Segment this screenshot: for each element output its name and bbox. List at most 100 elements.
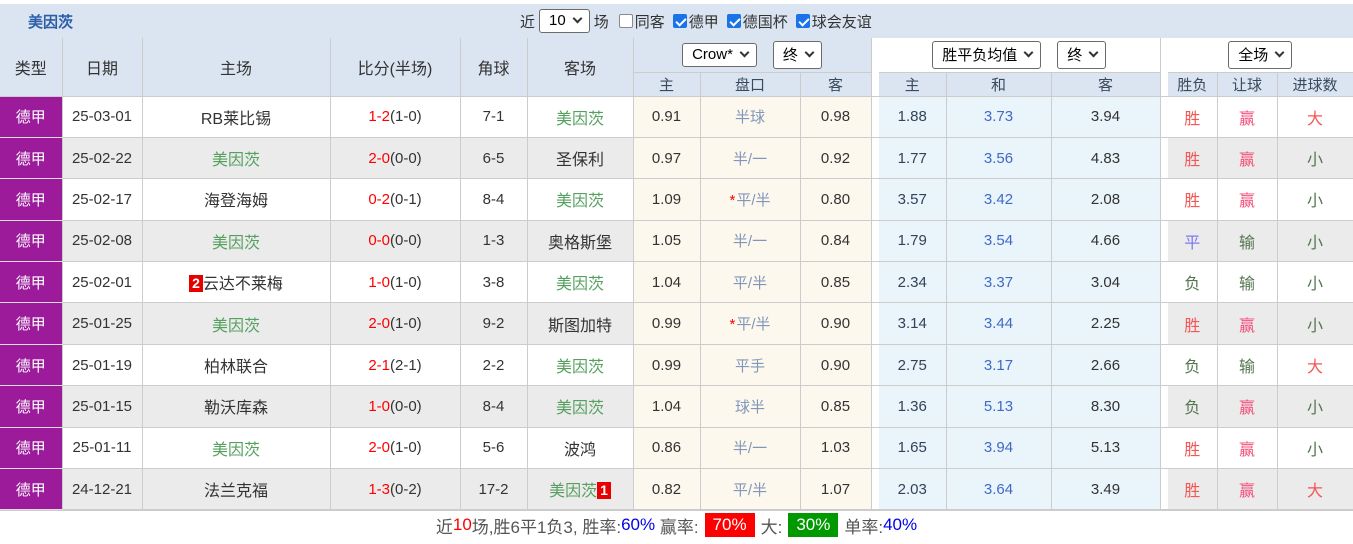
column-spacer xyxy=(871,427,879,470)
odds-time-select-2[interactable]: 终 xyxy=(1057,40,1107,69)
summary-bar: 近 10 场,胜6平1负3, 胜率: 60% 赢率: 70% 大: 30% 单率: 40% xyxy=(0,510,1353,540)
odds-home-cell: 0.86 xyxy=(633,427,701,470)
away-team-cell: 美因茨 xyxy=(527,96,634,138)
team-name: RB莱比锡 xyxy=(200,110,272,128)
chevron-down-icon xyxy=(804,47,815,58)
score-cell: 2-0(1-0) xyxy=(330,302,461,345)
avg-home-cell: 1.77 xyxy=(879,137,947,180)
summary-segment: 30% xyxy=(788,513,839,538)
red-number-badge: 1 xyxy=(597,482,611,500)
summary-segment: 10 xyxy=(452,515,472,535)
odds-home-cell: 1.04 xyxy=(633,385,701,428)
result-handicap-cell: 输 xyxy=(1217,344,1278,387)
corners-cell: 17-2 xyxy=(460,468,528,511)
result-goals-cell: 小 xyxy=(1277,385,1353,428)
handicap-cell: 半球 xyxy=(700,96,801,138)
subcol-avg-draw: 和 xyxy=(946,72,1052,97)
club-friendly-label: 球会友谊 xyxy=(811,13,872,31)
date-cell: 25-02-17 xyxy=(62,178,143,221)
column-spacer xyxy=(1160,385,1169,428)
column-spacer xyxy=(871,261,879,304)
home-team-cell: 2 云达不莱梅 xyxy=(142,261,331,304)
result-wdl-cell: 胜 xyxy=(1168,302,1218,345)
avg-home-cell: 2.75 xyxy=(879,344,947,387)
league-cell: 德甲 xyxy=(0,302,63,345)
result-handicap-cell: 赢 xyxy=(1217,468,1278,511)
handicap-cell: 半/一 xyxy=(700,137,801,180)
team-name: 海登海姆 xyxy=(203,193,268,211)
column-spacer xyxy=(1160,427,1169,470)
col-header-away: 客场 xyxy=(527,38,634,97)
odds-home-cell: 1.05 xyxy=(633,220,701,263)
date-cell: 25-01-11 xyxy=(62,427,143,470)
team-name: 法兰克福 xyxy=(203,483,268,501)
result-handicap-cell: 赢 xyxy=(1217,385,1278,428)
date-cell: 25-01-25 xyxy=(62,302,143,345)
topbar: 美因茨 近 10 场 同客 德甲 德国杯 球会友谊 xyxy=(0,4,1353,38)
bookmaker-select[interactable]: Crow* xyxy=(682,42,757,67)
result-wdl-cell: 负 xyxy=(1168,385,1218,428)
team-name: 美因茨 xyxy=(211,441,260,459)
same-away-checkbox[interactable] xyxy=(618,14,633,28)
bundesliga-checkbox[interactable] xyxy=(672,14,687,28)
team-title: 美因茨 xyxy=(28,13,74,31)
scope-group-header: 全场 xyxy=(1168,38,1353,73)
scope-select[interactable]: 全场 xyxy=(1228,40,1293,69)
subcol-result-wdl: 胜负 xyxy=(1168,72,1218,97)
dfb-pokal-checkbox[interactable] xyxy=(726,14,741,28)
odds-away-cell: 0.92 xyxy=(800,137,872,180)
column-spacer xyxy=(1160,261,1169,304)
avg-home-cell: 1.36 xyxy=(879,385,947,428)
asterisk-marker: * xyxy=(729,316,736,334)
avg-away-cell: 4.83 xyxy=(1051,137,1161,180)
team-name: 奥格斯堡 xyxy=(547,234,612,252)
handicap-cell: 球半 xyxy=(700,385,801,428)
avg-draw-cell: 3.64 xyxy=(946,468,1052,511)
result-handicap-cell: 赢 xyxy=(1217,178,1278,221)
home-team-cell: 海登海姆 xyxy=(142,178,331,221)
odds-home-cell: 1.04 xyxy=(633,261,701,304)
league-cell: 德甲 xyxy=(0,468,63,511)
column-spacer xyxy=(1160,96,1169,138)
avg-draw-cell: 3.73 xyxy=(946,96,1052,138)
avg-type-select[interactable]: 胜平负均值 xyxy=(932,40,1042,69)
avg-away-cell: 3.49 xyxy=(1051,468,1161,511)
away-team-cell: 美因茨 xyxy=(527,385,634,428)
column-spacer xyxy=(871,344,879,387)
result-goals-cell: 小 xyxy=(1277,261,1353,304)
score-cell: 1-2(1-0) xyxy=(330,96,461,138)
summary-segment: 大: xyxy=(760,517,783,537)
away-team-cell: 斯图加特 xyxy=(527,302,634,345)
avg-draw-cell: 3.56 xyxy=(946,137,1052,180)
league-cell: 德甲 xyxy=(0,178,63,221)
avg-draw-cell: 3.94 xyxy=(946,427,1052,470)
score-cell: 1-0(1-0) xyxy=(330,261,461,304)
away-team-cell: 波鸿 xyxy=(527,427,634,470)
col-header-corners: 角球 xyxy=(460,38,528,97)
bundesliga-label: 德甲 xyxy=(688,13,719,31)
red-number-badge: 2 xyxy=(189,275,203,293)
result-goals-cell: 大 xyxy=(1277,96,1353,138)
summary-segment: 70% xyxy=(704,513,755,538)
match-history-table: 类型 日期 主场 比分(半场) 角球 客场 Crow* 终 胜平负均值 终 xyxy=(0,38,1353,511)
corners-cell: 9-2 xyxy=(460,302,528,345)
odds-time-select-1[interactable]: 终 xyxy=(772,40,822,69)
chevron-down-icon xyxy=(1088,47,1099,58)
match-row: 德甲 25-01-25 美因茨 2-0(1-0) 9-2 斯图加特 0.99 *平/半 0.90… xyxy=(0,302,1353,345)
league-cell: 德甲 xyxy=(0,385,63,428)
club-friendly-checkbox[interactable] xyxy=(795,14,810,28)
chevron-down-icon xyxy=(1274,47,1285,58)
result-goals-cell: 小 xyxy=(1277,220,1353,263)
result-wdl-cell: 胜 xyxy=(1168,468,1218,511)
recent-matches-select[interactable]: 10 xyxy=(539,9,590,33)
corners-cell: 6-5 xyxy=(460,137,528,180)
home-team-cell: 美因茨 xyxy=(142,302,331,345)
odds-away-cell: 0.80 xyxy=(800,178,872,221)
subcol-result-goals: 进球数 xyxy=(1277,72,1353,97)
avg-draw-cell: 3.37 xyxy=(946,261,1052,304)
league-cell: 德甲 xyxy=(0,261,63,304)
away-team-cell: 美因茨 1 xyxy=(527,468,634,511)
odds-away-cell: 0.90 xyxy=(800,344,872,387)
team-name: 斯图加特 xyxy=(547,317,612,335)
subcol-avg-home: 主 xyxy=(879,72,947,97)
